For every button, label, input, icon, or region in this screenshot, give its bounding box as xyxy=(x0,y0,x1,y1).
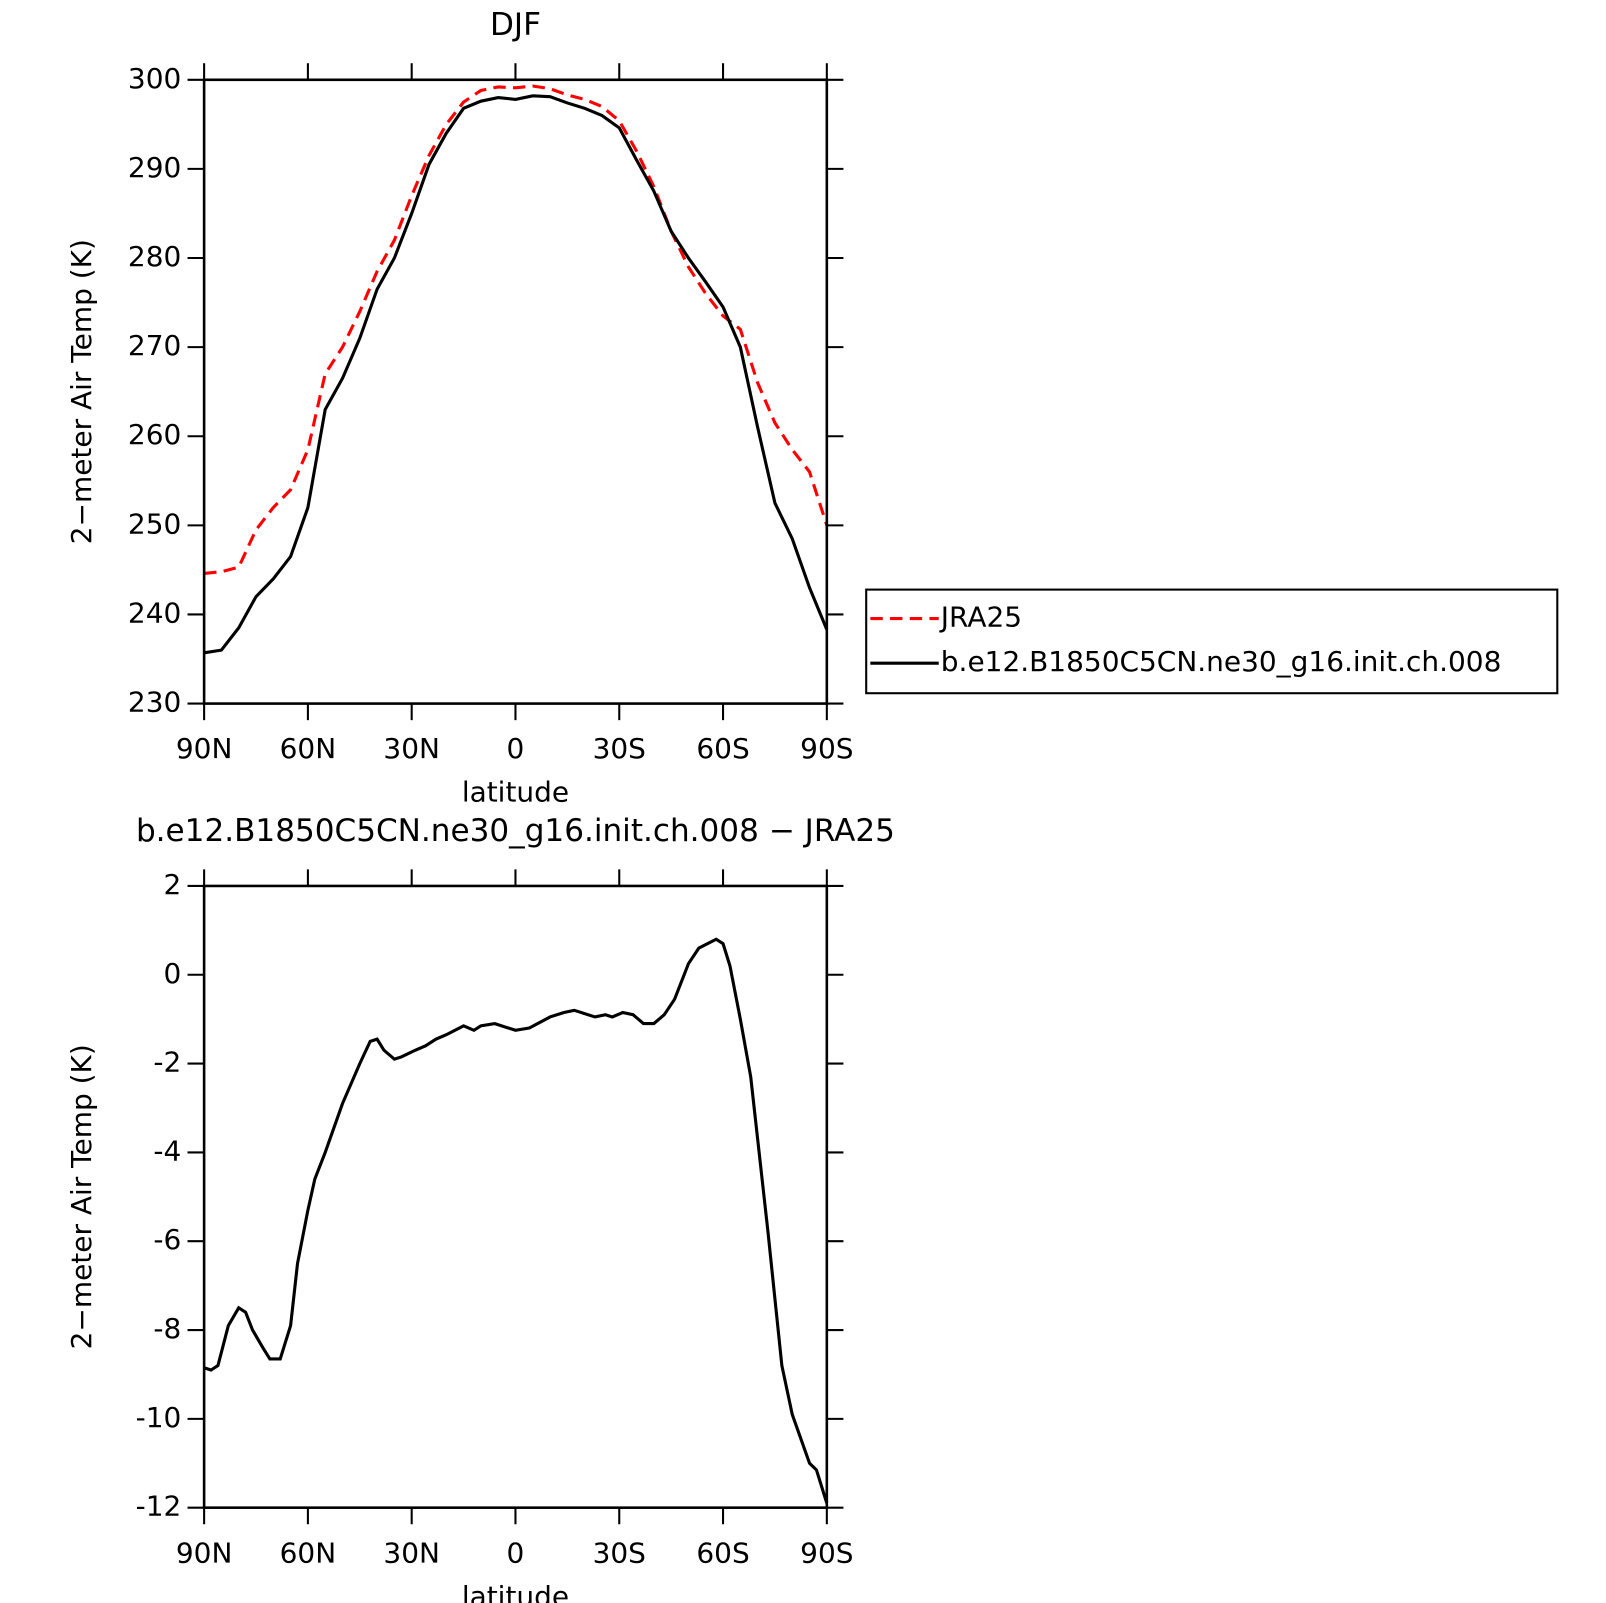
y-tick-label: -10 xyxy=(136,1401,182,1434)
plot-frame xyxy=(202,78,829,705)
legend-label: JRA25 xyxy=(939,601,1022,634)
x-tick-label: 0 xyxy=(507,732,525,765)
data-line xyxy=(203,84,829,576)
x-tick-label: 30S xyxy=(593,1536,646,1569)
y-tick-label: -6 xyxy=(153,1223,181,1256)
y-tick-label: 280 xyxy=(128,240,181,273)
x-tick-label: 60S xyxy=(696,1536,749,1569)
y-tick-label: -4 xyxy=(153,1134,181,1167)
x-tick-label: 60N xyxy=(280,732,337,765)
y-tick-label: -8 xyxy=(153,1312,181,1345)
x-tick-label: 90S xyxy=(800,1536,853,1569)
data-line xyxy=(203,937,829,1504)
y-axis-label: 2−meter Air Temp (K) xyxy=(65,1044,98,1349)
x-axis-label: latitude xyxy=(462,1580,569,1603)
legend-label: b.e12.B1850C5CN.ne30_g16.init.ch.008 xyxy=(941,645,1502,678)
data-line xyxy=(203,94,829,655)
x-tick-label: 60N xyxy=(280,1536,337,1569)
x-tick-label: 90N xyxy=(176,1536,233,1569)
y-tick-label: -12 xyxy=(136,1490,182,1523)
plot-frame xyxy=(202,884,829,1509)
legend-box xyxy=(865,588,1559,695)
x-tick-label: 0 xyxy=(507,1536,525,1569)
y-tick-label: 290 xyxy=(128,151,181,184)
y-tick-label: 250 xyxy=(128,507,181,540)
x-tick-label: 30N xyxy=(383,732,440,765)
y-tick-label: 0 xyxy=(164,957,182,990)
chart-title: DJF xyxy=(490,7,541,43)
x-axis-label: latitude xyxy=(462,776,569,809)
x-tick-label: 30S xyxy=(593,732,646,765)
y-tick-label: 2 xyxy=(164,868,182,901)
x-tick-label: 90S xyxy=(800,732,853,765)
y-axis-label: 2−meter Air Temp (K) xyxy=(65,239,98,544)
y-tick-label: -2 xyxy=(153,1046,181,1079)
y-tick-label: 240 xyxy=(128,596,181,629)
x-tick-label: 60S xyxy=(696,732,749,765)
y-tick-label: 300 xyxy=(128,62,181,95)
x-tick-label: 30N xyxy=(383,1536,440,1569)
y-tick-label: 270 xyxy=(128,329,181,362)
chart-title: b.e12.B1850C5CN.ne30_g16.init.ch.008 − J… xyxy=(136,813,895,849)
x-tick-label: 90N xyxy=(176,732,233,765)
y-tick-label: 230 xyxy=(128,686,181,719)
y-tick-label: 260 xyxy=(128,418,181,451)
